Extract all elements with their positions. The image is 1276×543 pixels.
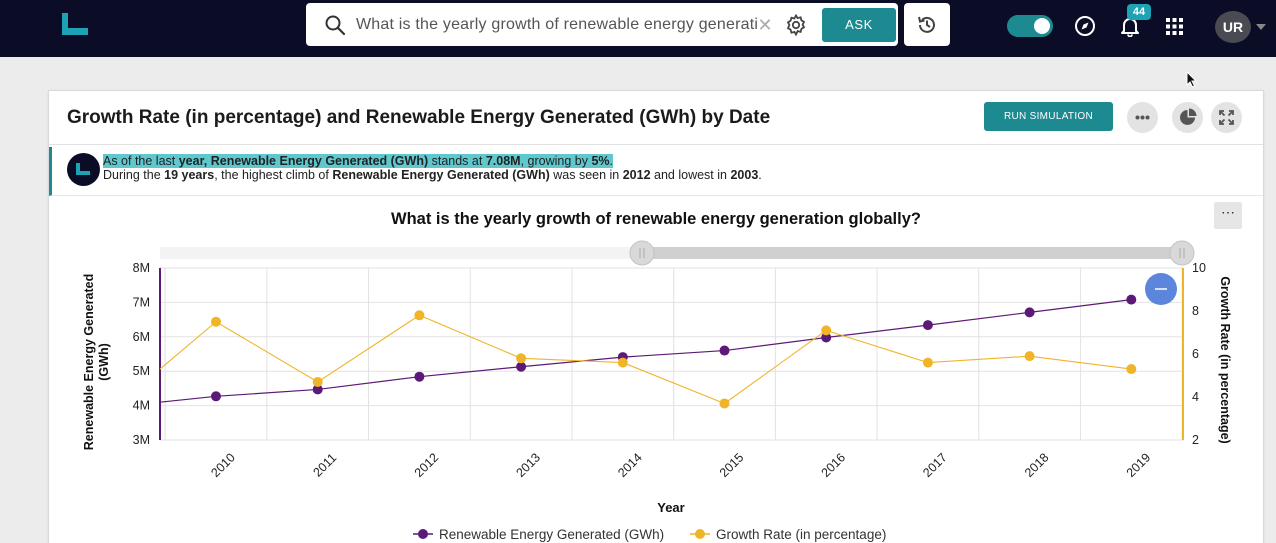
insight-banner: As of the last year, Renewable Energy Ge…	[49, 147, 1263, 196]
y-tick-label-left: 6M	[133, 330, 150, 344]
data-point	[516, 353, 527, 364]
expand-icon	[1219, 110, 1234, 125]
data-point	[211, 391, 221, 402]
data-point	[1126, 364, 1137, 375]
data-point	[414, 310, 425, 321]
data-point	[719, 345, 730, 356]
x-tick-label: 2016	[819, 450, 849, 480]
data-point	[1024, 351, 1035, 362]
search-box: ✕ ASK	[306, 3, 898, 46]
toggle-knob	[1034, 18, 1050, 34]
mouse-cursor-icon	[1186, 71, 1198, 88]
y-axis-left-label: Renewable Energy Generated(GWh)	[82, 274, 111, 450]
history-icon	[918, 16, 935, 33]
x-tick-label: 2019	[1124, 450, 1154, 480]
y-tick-label-left: 5M	[133, 364, 150, 378]
top-bar: ✕ ASK 44 UR	[0, 0, 1276, 57]
y-tick-label-left: 4M	[133, 399, 150, 413]
compass-icon[interactable]	[1074, 15, 1096, 37]
zoom-out-button[interactable]	[1145, 273, 1177, 305]
y-tick-label-right: 8	[1192, 304, 1199, 318]
chart-series	[159, 294, 1137, 409]
x-tick-label: 2015	[717, 450, 747, 480]
chart-legend: Renewable Energy Generated (GWh) Growth R…	[413, 527, 886, 542]
y-tick-label-left: 8M	[133, 261, 150, 275]
ask-button[interactable]: ASK	[822, 8, 896, 42]
y-tick-label-left: 3M	[133, 433, 150, 447]
data-point	[516, 361, 527, 372]
x-tick-label: 2014	[615, 450, 645, 480]
chart-menu-button[interactable]: ⋯	[1214, 202, 1242, 229]
data-point	[414, 371, 425, 382]
data-point	[1024, 307, 1035, 318]
series-line	[159, 299, 1132, 403]
gear-icon[interactable]	[784, 13, 808, 37]
data-point	[312, 384, 323, 395]
x-tick-label: 2010	[208, 450, 238, 480]
data-point	[821, 332, 832, 343]
y-tick-label-right: 2	[1192, 433, 1199, 447]
insight-logo	[67, 153, 100, 186]
data-point	[617, 357, 628, 368]
clear-icon[interactable]: ✕	[757, 15, 773, 35]
x-tick-label: 2017	[920, 450, 950, 480]
legend-swatch-marker	[695, 529, 705, 539]
data-point	[312, 376, 323, 387]
data-point	[1126, 294, 1137, 305]
chart-grid	[159, 267, 1184, 441]
x-axis-label: Year	[657, 500, 684, 515]
search-input[interactable]	[356, 13, 758, 37]
y-tick-label-right: 10	[1192, 261, 1206, 275]
x-tick-label: 2018	[1022, 450, 1052, 480]
y-tick-label-left: 7M	[133, 295, 150, 309]
chart-type-button[interactable]	[1172, 102, 1203, 133]
divider	[49, 144, 1263, 145]
data-point	[211, 316, 221, 327]
range-slider[interactable]	[160, 240, 1195, 266]
pie-chart-icon	[1180, 108, 1197, 125]
legend-label: Renewable Energy Generated (GWh)	[439, 527, 664, 542]
mode-toggle[interactable]	[1007, 15, 1053, 37]
more-options-button[interactable]	[1127, 102, 1158, 133]
run-simulation-button[interactable]: RUN SIMULATION	[984, 102, 1113, 131]
x-tick-label: 2011	[310, 451, 339, 480]
data-point	[719, 398, 730, 409]
y-tick-label-right: 4	[1192, 390, 1199, 404]
x-tick-label: 2013	[513, 450, 543, 480]
app-logo[interactable]	[62, 13, 88, 35]
notification-badge: 44	[1127, 4, 1151, 20]
chart-card: Growth Rate (in percentage) and Renewabl…	[48, 90, 1264, 543]
apps-grid-icon[interactable]	[1166, 18, 1183, 35]
expand-button[interactable]	[1211, 102, 1242, 133]
insight-summary: As of the last year, Renewable Energy Ge…	[103, 154, 613, 168]
data-point	[922, 357, 933, 368]
history-button[interactable]	[904, 3, 950, 46]
search-icon	[325, 15, 346, 36]
card-title: Growth Rate (in percentage) and Renewabl…	[67, 107, 771, 128]
chart-title: What is the yearly growth of renewable e…	[391, 210, 921, 228]
chart-axes: 3M 4M 5M 6M 7M 8M 2 4 6 8 10 2010 2011 2012 2013 2014 20…	[133, 261, 1206, 480]
data-point	[821, 325, 832, 336]
legend-label: Growth Rate (in percentage)	[716, 527, 886, 542]
insight-detail: During the 19 years, the highest climb o…	[103, 168, 762, 182]
legend-swatch-marker	[418, 529, 428, 539]
avatar[interactable]: UR	[1215, 11, 1251, 43]
y-axis-right-label: Growth Rate (in percentage)	[1218, 276, 1232, 443]
slider-handle-end[interactable]	[1169, 240, 1195, 266]
data-point	[922, 320, 933, 331]
app-logo-icon	[76, 163, 90, 175]
y-tick-label-right: 6	[1192, 347, 1199, 361]
slider-handle-start[interactable]	[629, 240, 655, 266]
chevron-down-icon[interactable]	[1256, 24, 1266, 30]
ellipsis-icon	[1135, 115, 1150, 120]
x-tick-label: 2012	[412, 450, 442, 480]
